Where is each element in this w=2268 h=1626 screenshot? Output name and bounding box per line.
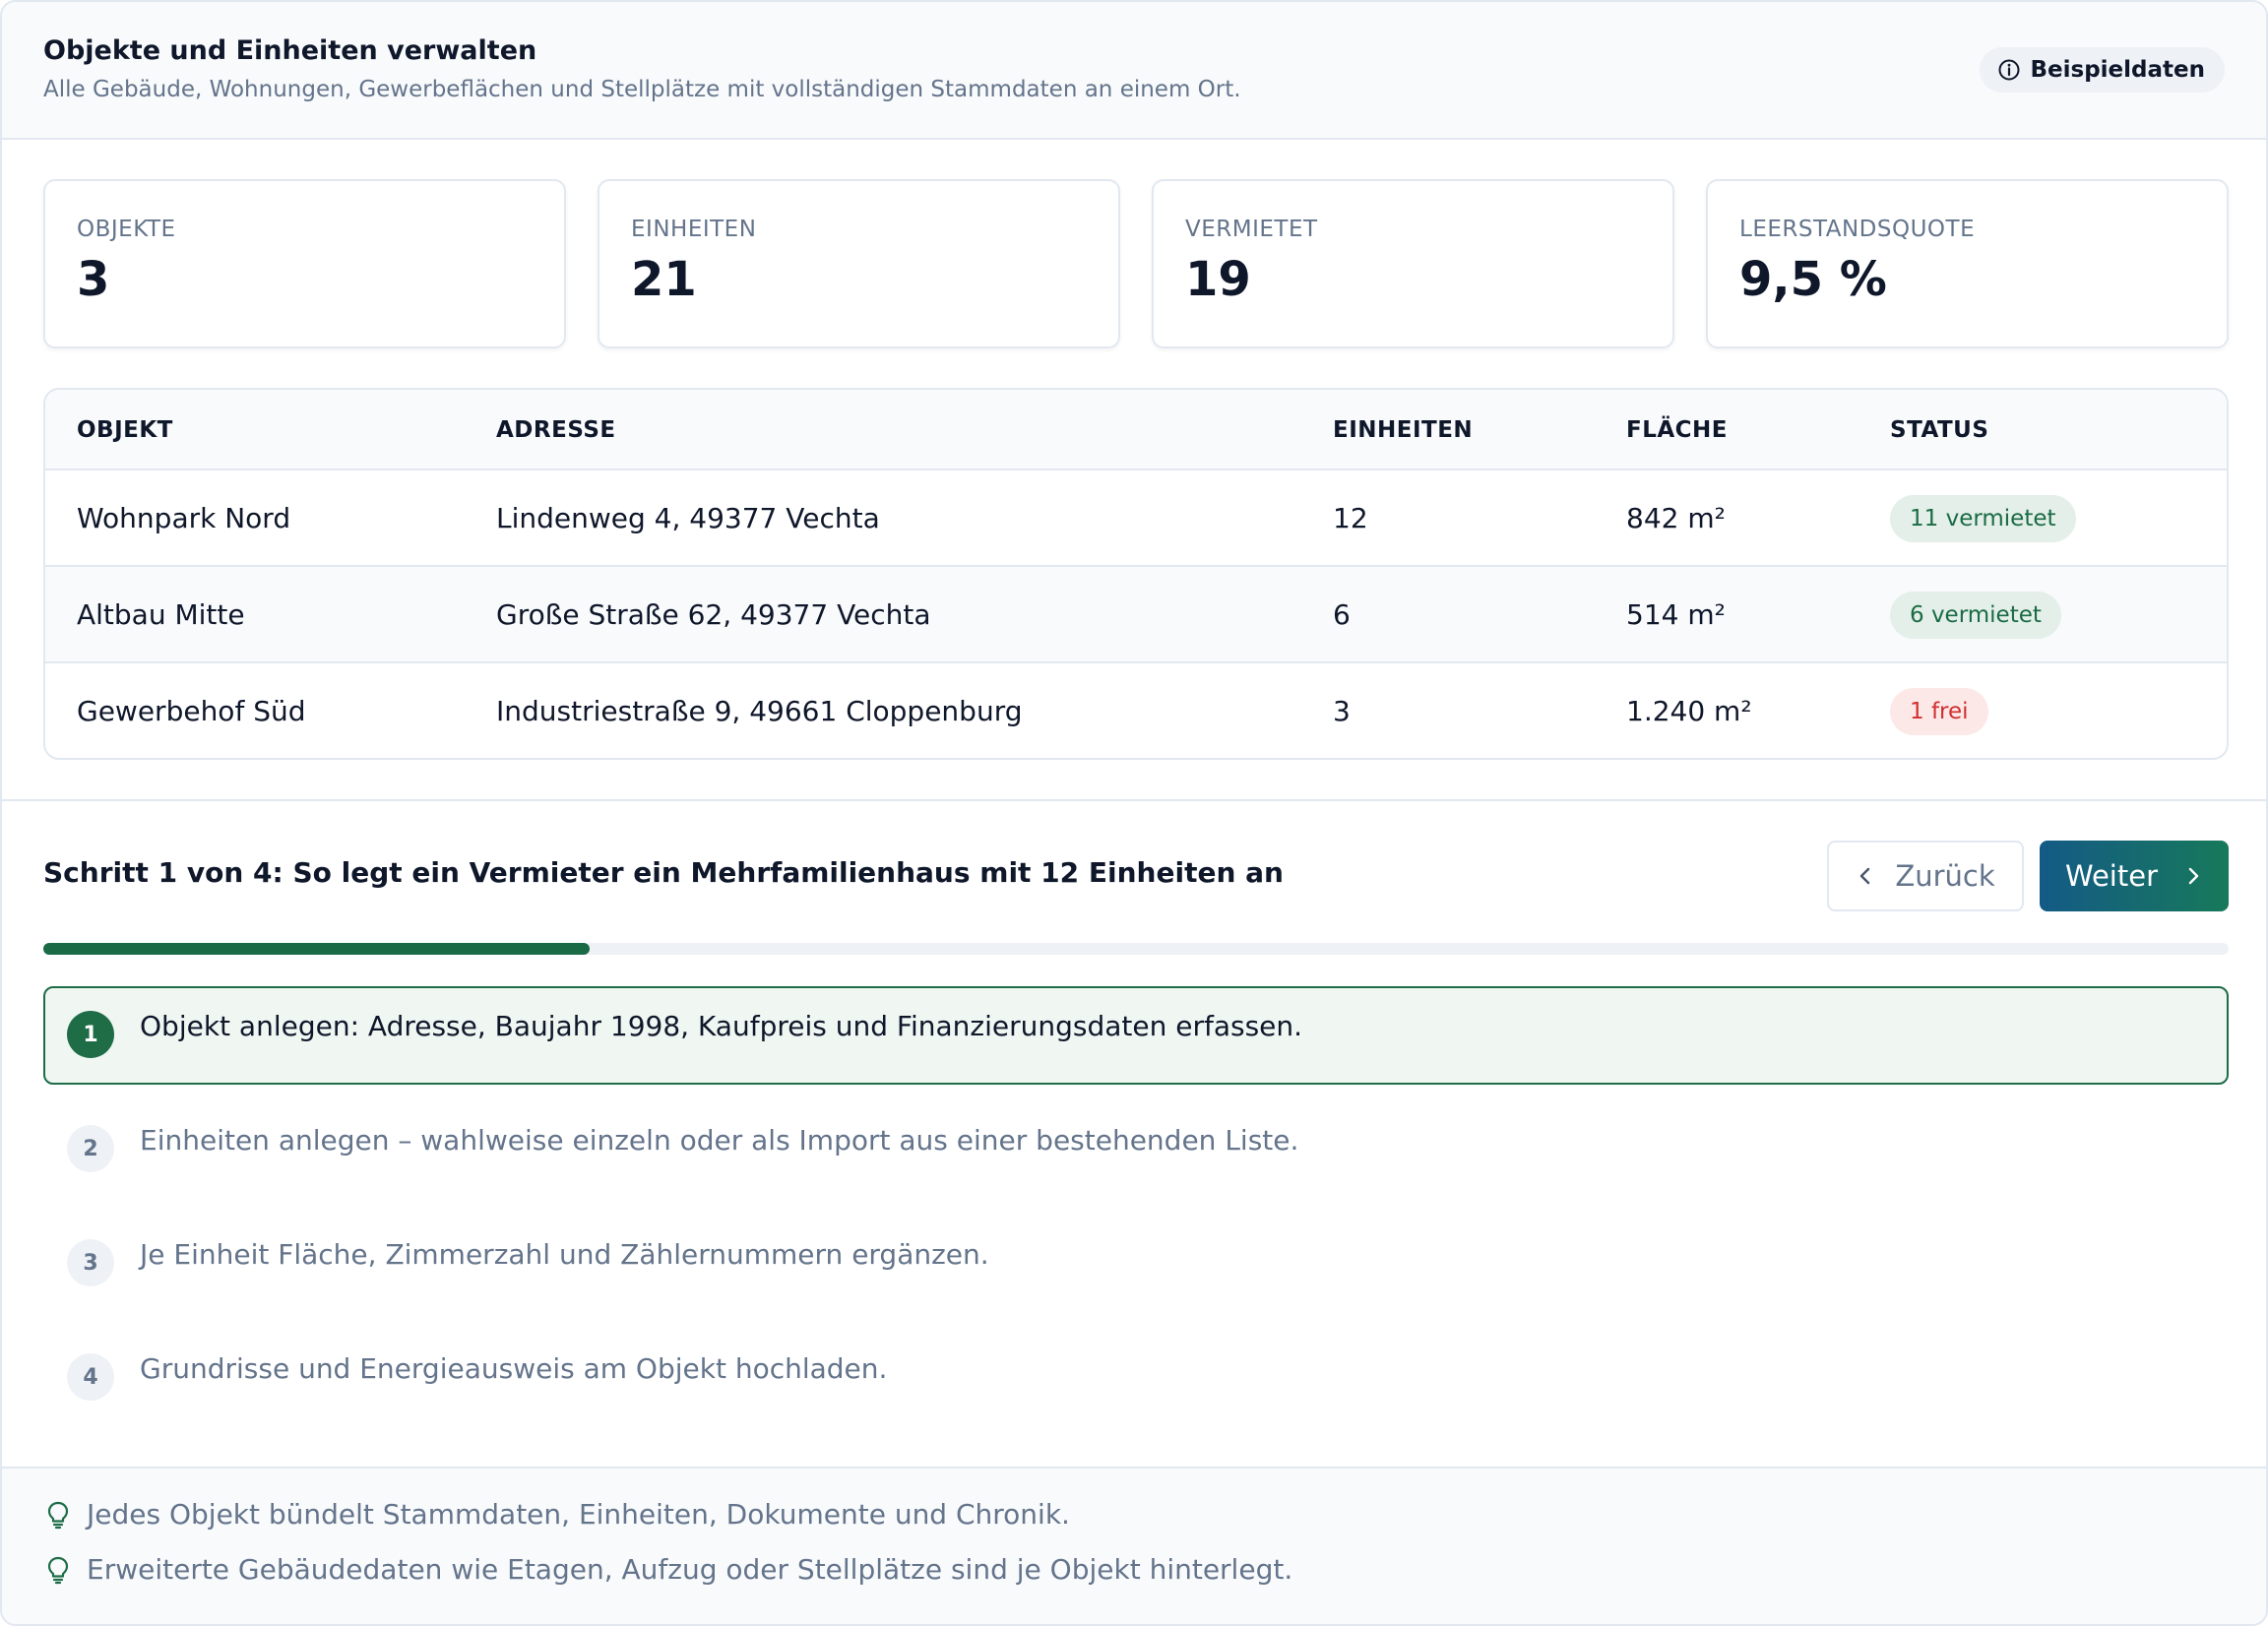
stat-value: 9,5 % [1739, 252, 1887, 307]
tip-text: Jedes Objekt bündelt Stammdaten, Einheit… [87, 1498, 1070, 1531]
page-title: Objekte und Einheiten verwalten [43, 35, 537, 66]
stat-value: 19 [1185, 252, 1251, 307]
status-badge: 11 vermietet [1890, 495, 2076, 542]
next-button-label: Weiter [2064, 859, 2158, 893]
cell-flaeche: 514 m² [1626, 598, 1726, 631]
column-header-einheiten[interactable]: EINHEITEN [1333, 417, 1474, 443]
table-row[interactable]: Gewerbehof Süd Industriestraße 9, 49661 … [45, 663, 2227, 758]
section-divider [2, 799, 2266, 801]
tips-footer: Jedes Objekt bündelt Stammdaten, Einheit… [2, 1467, 2266, 1624]
step-number-badge: 1 [67, 1011, 114, 1058]
stat-label: VERMIETET [1185, 217, 1318, 242]
chevron-right-icon [2188, 867, 2199, 885]
cell-adresse: Lindenweg 4, 49377 Vechta [496, 502, 880, 534]
progress-bar [43, 943, 2229, 955]
back-button-label: Zurück [1895, 859, 1995, 893]
column-header-status[interactable]: STATUS [1890, 417, 1989, 443]
tip-text: Erweiterte Gebäudedaten wie Etagen, Aufz… [87, 1553, 1293, 1586]
status-badge: 6 vermietet [1890, 592, 2061, 639]
step-item-3[interactable]: 3 Je Einheit Fläche, Zimmerzahl und Zähl… [43, 1215, 2229, 1313]
info-icon [1998, 59, 2019, 81]
stat-card-objekte: OBJEKTE 3 [43, 179, 566, 348]
cell-einheiten: 12 [1333, 502, 1368, 534]
stats-row: OBJEKTE 3 EINHEITEN 21 VERMIETET 19 LEER… [43, 179, 2229, 348]
page-header: Objekte und Einheiten verwalten Alle Geb… [2, 2, 2266, 140]
step-text: Grundrisse und Energieausweis am Objekt … [140, 1352, 888, 1385]
step-item-1[interactable]: 1 Objekt anlegen: Adresse, Baujahr 1998,… [43, 986, 2229, 1085]
cell-adresse: Große Straße 62, 49377 Vechta [496, 598, 931, 631]
cell-einheiten: 6 [1333, 598, 1351, 631]
sample-data-label: Beispieldaten [2030, 57, 2206, 83]
lightbulb-icon [47, 1556, 69, 1584]
cell-flaeche: 1.240 m² [1626, 695, 1752, 727]
column-header-objekt[interactable]: OBJEKT [77, 417, 173, 443]
step-text: Einheiten anlegen – wahlweise einzeln od… [140, 1124, 1299, 1157]
stat-label: LEERSTANDSQUOTE [1739, 217, 1976, 242]
table-row[interactable]: Wohnpark Nord Lindenweg 4, 49377 Vechta … [45, 470, 2227, 567]
objects-table: OBJEKT ADRESSE EINHEITEN FLÄCHE STATUS W… [43, 388, 2229, 760]
page-subtitle: Alle Gebäude, Wohnungen, Gewerbeflächen … [43, 77, 1241, 102]
progress-bar-fill [43, 943, 590, 955]
step-item-4[interactable]: 4 Grundrisse und Energieausweis am Objek… [43, 1329, 2229, 1427]
cell-flaeche: 842 m² [1626, 502, 1726, 534]
lightbulb-icon [47, 1501, 69, 1529]
step-number-badge: 2 [67, 1125, 114, 1172]
step-number-badge: 3 [67, 1239, 114, 1286]
stat-value: 21 [631, 252, 697, 307]
stat-card-vermietet: VERMIETET 19 [1152, 179, 1674, 348]
sample-data-badge: Beispieldaten [1979, 47, 2225, 93]
cell-adresse: Industriestraße 9, 49661 Cloppenburg [496, 695, 1023, 727]
table-header: OBJEKT ADRESSE EINHEITEN FLÄCHE STATUS [45, 390, 2227, 470]
stat-label: EINHEITEN [631, 217, 757, 242]
column-header-flaeche[interactable]: FLÄCHE [1626, 417, 1729, 443]
back-button[interactable]: Zurück [1827, 841, 2024, 911]
stat-card-einheiten: EINHEITEN 21 [598, 179, 1120, 348]
tip-item: Erweiterte Gebäudedaten wie Etagen, Aufz… [45, 1553, 1292, 1586]
cell-einheiten: 3 [1333, 695, 1351, 727]
tip-item: Jedes Objekt bündelt Stammdaten, Einheit… [45, 1498, 1070, 1531]
cell-objekt: Wohnpark Nord [77, 502, 291, 534]
status-badge: 1 frei [1890, 688, 1988, 735]
step-text: Objekt anlegen: Adresse, Baujahr 1998, K… [140, 1010, 1303, 1042]
stat-label: OBJEKTE [77, 217, 176, 242]
table-row[interactable]: Altbau Mitte Große Straße 62, 49377 Vech… [45, 567, 2227, 663]
next-button[interactable]: Weiter [2040, 841, 2229, 911]
column-header-adresse[interactable]: ADRESSE [496, 417, 616, 443]
tutorial-step-title: Schritt 1 von 4: So legt ein Vermieter e… [43, 856, 1284, 889]
cell-objekt: Gewerbehof Süd [77, 695, 306, 727]
step-number-badge: 4 [67, 1353, 114, 1401]
stat-card-leerstandsquote: LEERSTANDSQUOTE 9,5 % [1706, 179, 2229, 348]
stat-value: 3 [77, 252, 110, 307]
step-item-2[interactable]: 2 Einheiten anlegen – wahlweise einzeln … [43, 1100, 2229, 1199]
step-text: Je Einheit Fläche, Zimmerzahl und Zähler… [140, 1238, 989, 1271]
chevron-left-icon [1860, 867, 1870, 885]
cell-objekt: Altbau Mitte [77, 598, 245, 631]
